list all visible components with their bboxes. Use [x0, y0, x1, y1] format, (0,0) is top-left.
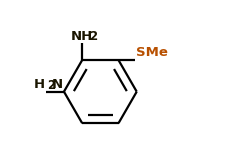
Text: N: N — [52, 78, 63, 91]
Text: 2: 2 — [48, 79, 56, 92]
Text: SMe: SMe — [137, 46, 168, 59]
Text: H: H — [34, 78, 45, 91]
Text: 2: 2 — [89, 30, 97, 43]
Text: NH: NH — [70, 30, 92, 43]
